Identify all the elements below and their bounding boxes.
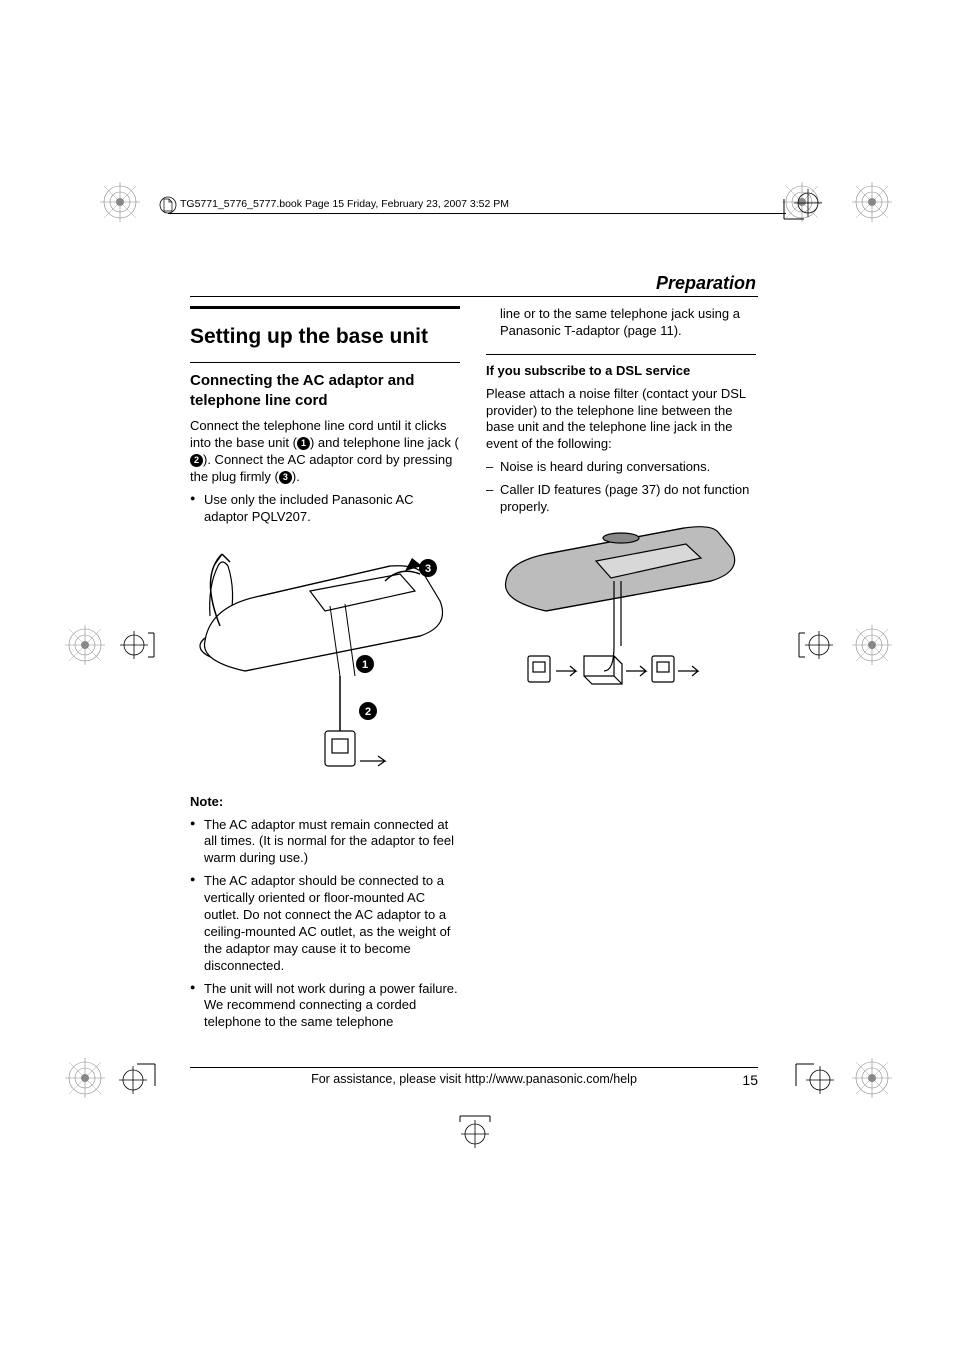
reg-crosshair <box>120 625 160 665</box>
continuation-text: line or to the same telephone jack using… <box>486 306 756 340</box>
list-item: The AC adaptor should be connected to a … <box>190 873 460 974</box>
right-column: line or to the same telephone jack using… <box>486 306 756 709</box>
section-header: Preparation <box>656 273 756 294</box>
marker-1: 1 <box>297 437 310 450</box>
note-label: Note: <box>190 794 460 811</box>
list-item: Use only the included Panasonic AC adapt… <box>190 492 460 526</box>
reg-mark <box>852 625 892 665</box>
reg-crosshair <box>115 1058 165 1098</box>
base-unit-figure: 1 2 3 <box>190 536 460 786</box>
reg-mark <box>65 625 105 665</box>
header-book-info: TG5771_5776_5777.book Page 15 Friday, Fe… <box>180 198 509 210</box>
adaptor-note-list: Use only the included Panasonic AC adapt… <box>190 492 460 526</box>
marker-2: 2 <box>190 454 203 467</box>
reg-mark <box>852 182 892 222</box>
reg-crosshair <box>793 625 833 665</box>
dsl-filter-figure <box>486 526 756 701</box>
footer-assistance-text: For assistance, please visit http://www.… <box>190 1072 718 1088</box>
reg-crosshair <box>450 1108 500 1148</box>
reg-mark <box>65 1058 105 1098</box>
reg-mark <box>100 182 140 222</box>
intro-paragraph: Connect the telephone line cord until it… <box>190 418 460 486</box>
note-list: The AC adaptor must remain connected at … <box>190 817 460 1032</box>
svg-text:3: 3 <box>425 563 431 575</box>
intro-text-2: ) and telephone line jack ( <box>310 435 459 450</box>
reg-crosshair <box>788 1058 838 1098</box>
page-number: 15 <box>718 1072 758 1088</box>
list-item: The AC adaptor must remain connected at … <box>190 817 460 868</box>
title-top-rule <box>190 306 460 309</box>
page-footer: For assistance, please visit http://www.… <box>190 1067 758 1088</box>
dsl-heading: If you subscribe to a DSL service <box>486 363 756 380</box>
list-item: The unit will not work during a power fa… <box>190 981 460 1032</box>
left-column: Setting up the base unit Connecting the … <box>190 306 460 1037</box>
header-rule <box>168 213 786 214</box>
dsl-body: Please attach a noise filter (contact yo… <box>486 386 756 454</box>
subhead: Connecting the AC adaptor and telephone … <box>190 371 460 410</box>
reg-crosshair <box>778 185 828 225</box>
list-item: Caller ID features (page 37) do not func… <box>486 482 756 516</box>
book-page-icon <box>158 195 178 215</box>
dsl-list: Noise is heard during conversations. Cal… <box>486 459 756 516</box>
intro-text-4: ). <box>292 469 300 484</box>
reg-mark <box>852 1058 892 1098</box>
subhead-rule <box>190 362 460 363</box>
page-title: Setting up the base unit <box>190 323 460 350</box>
svg-text:1: 1 <box>362 659 368 671</box>
intro-text-3: ). Connect the AC adaptor cord by pressi… <box>190 452 452 484</box>
list-item: Noise is heard during conversations. <box>486 459 756 476</box>
section-rule <box>190 296 758 297</box>
dsl-rule <box>486 354 756 355</box>
marker-3: 3 <box>279 471 292 484</box>
svg-text:2: 2 <box>365 706 371 718</box>
